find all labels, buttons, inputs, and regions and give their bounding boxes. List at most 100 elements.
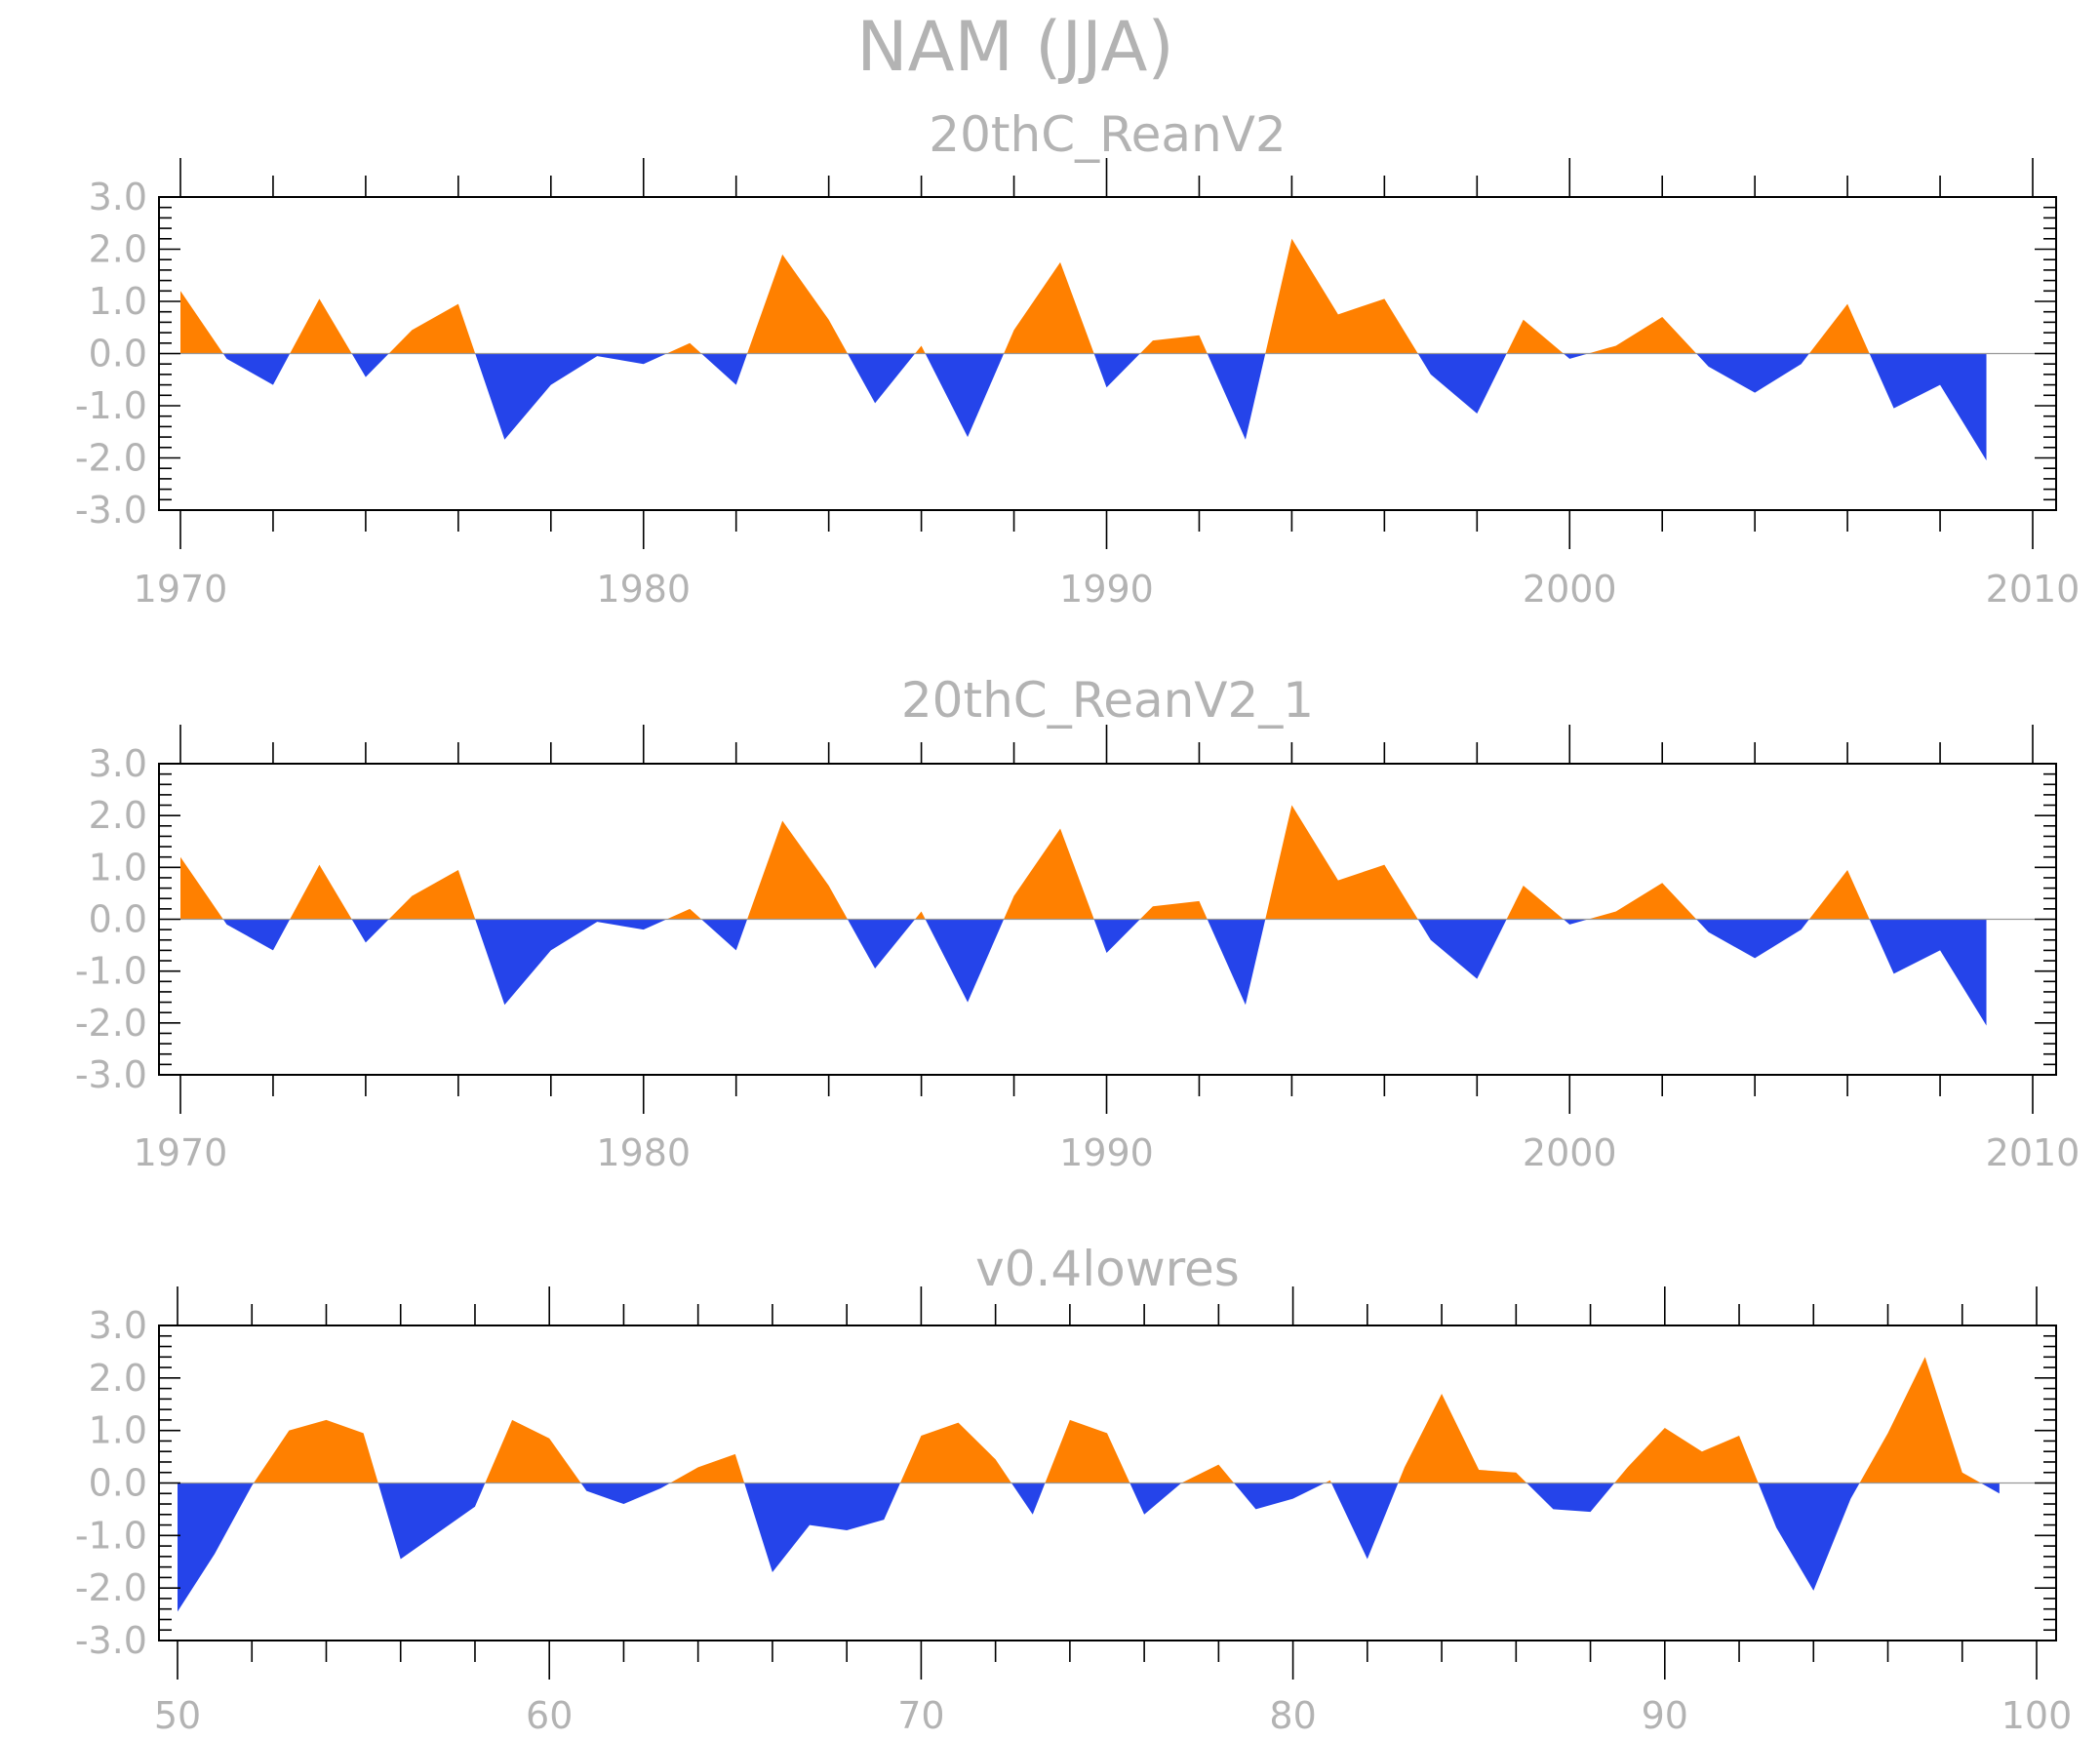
negative-area-2 [377,1483,486,1560]
panel-title: 20thC_ReanV2_1 [901,672,1314,729]
negative-area-6 [925,353,1005,438]
positive-area-7 [1004,261,1094,354]
chart-panel-2: 20thC_ReanV2_1 3.0 2.0 1.0 0.0 -1.0 -2.0 -3.0 19… [75,672,2080,1174]
negative-area-5 [847,353,916,404]
positive-area-9 [1265,238,1418,354]
y-tick-label: 3.0 [89,1304,147,1347]
negative-area-1 [222,919,291,951]
negative-area-7 [1093,919,1140,954]
positive-area-4 [899,1422,1011,1483]
x-tick-label: 1980 [596,568,691,611]
positive-area-7 [1004,828,1094,920]
positive-area-1 [254,1419,378,1483]
negative-area-10 [1758,1483,1860,1591]
negative-area-9 [1526,1483,1615,1513]
negative-area-7 [1093,353,1140,388]
negative-area-7 [1234,1483,1326,1510]
negative-area-3 [580,1483,671,1505]
panel-title: v0.4lowres [975,1241,1240,1297]
positive-area-9 [1265,805,1418,920]
y-tick-label: 0.0 [89,898,147,941]
negative-area-5 [1010,1483,1046,1515]
y-tick-label: -3.0 [75,1619,147,1662]
chart-panel-1: 20thC_ReanV2 3.0 2.0 1.0 0.0 -1.0 -2.0 -3.0 1970… [75,106,2080,611]
positive-area-3 [388,869,476,920]
positive-area-4 [666,342,702,354]
negative-area-8 [1207,353,1266,440]
positive-area-12 [1808,303,1870,354]
y-tick-label: -3.0 [75,489,147,532]
positive-area-5 [747,820,848,920]
positive-area-2 [485,1419,581,1483]
positive-area-1 [180,856,223,920]
positive-area-3 [388,303,476,354]
positive-area-9 [1614,1427,1759,1483]
x-tick-label: 2000 [1523,568,1617,611]
y-tick-label: -1.0 [75,384,147,427]
positive-area-10 [1506,319,1564,354]
x-tick-label: 70 [897,1694,944,1737]
positive-area-10 [1859,1357,1981,1483]
y-tick-label: 0.0 [89,1462,147,1505]
x-tick-label: 50 [154,1694,201,1737]
y-tick-label: -1.0 [75,950,147,993]
positive-area-11 [1588,883,1697,920]
x-tick-label: 60 [526,1694,573,1737]
x-tick-label: 2010 [1986,1131,2080,1174]
positive-area-3 [670,1453,745,1483]
y-tick-label: -2.0 [75,437,147,480]
positive-area-2 [290,298,352,354]
positive-area-6 [915,345,926,354]
y-tick-label: 2.0 [89,794,147,837]
negative-area-4 [744,1483,900,1573]
positive-area-8 [1139,335,1208,354]
positive-area-4 [666,908,702,920]
positive-area-8 [1139,900,1208,920]
negative-area-11 [1696,919,1809,959]
negative-area-4 [701,353,748,385]
positive-area-7 [1325,1480,1331,1483]
negative-area-1 [222,353,291,385]
y-tick-label: 3.0 [89,176,147,218]
positive-area-6 [1181,1464,1235,1483]
negative-area-9 [1417,353,1507,415]
positive-area-1 [180,291,223,354]
positive-area-5 [1045,1419,1130,1483]
negative-area-6 [925,919,1005,1003]
y-tick-label: -3.0 [75,1053,147,1096]
y-tick-label: 1.0 [89,846,147,889]
positive-area-11 [1588,317,1697,354]
x-tick-label: 1970 [134,1131,228,1174]
x-tick-label: 2000 [1523,1131,1617,1174]
positive-area-5 [747,254,848,354]
y-tick-label: 2.0 [89,1357,147,1400]
x-tick-label: 2010 [1986,568,2080,611]
negative-area-11 [1696,353,1809,393]
y-tick-label: -2.0 [75,1002,147,1045]
negative-area-6 [1129,1483,1182,1515]
x-tick-label: 80 [1269,1694,1316,1737]
negative-area-8 [1330,1483,1399,1560]
negative-area-9 [1417,919,1507,979]
y-tick-label: 1.0 [89,1409,147,1452]
chart-panel-3: v0.4lowres 3.0 2.0 1.0 0.0 -1.0 -2.0 -3.050 60 70… [75,1241,2072,1737]
y-tick-label: -1.0 [75,1514,147,1557]
x-tick-label: 1990 [1059,568,1154,611]
negative-area-1 [178,1483,255,1612]
x-tick-label: 1980 [596,1131,691,1174]
positive-area-12 [1808,869,1870,920]
positive-area-2 [290,864,352,920]
y-tick-label: 2.0 [89,228,147,271]
y-tick-label: -2.0 [75,1566,147,1609]
positive-area-10 [1506,885,1564,920]
y-tick-label: 0.0 [89,333,147,376]
negative-area-10 [1563,919,1589,925]
negative-area-3 [475,919,667,1006]
x-tick-label: 1970 [134,568,228,611]
y-tick-label: 1.0 [89,280,147,323]
negative-area-4 [701,919,748,951]
x-tick-label: 90 [1642,1694,1688,1737]
y-tick-label: 3.0 [89,742,147,785]
chart-panels: 20thC_ReanV2 3.0 2.0 1.0 0.0 -1.0 -2.0 -3.0 1970… [75,106,2080,1737]
